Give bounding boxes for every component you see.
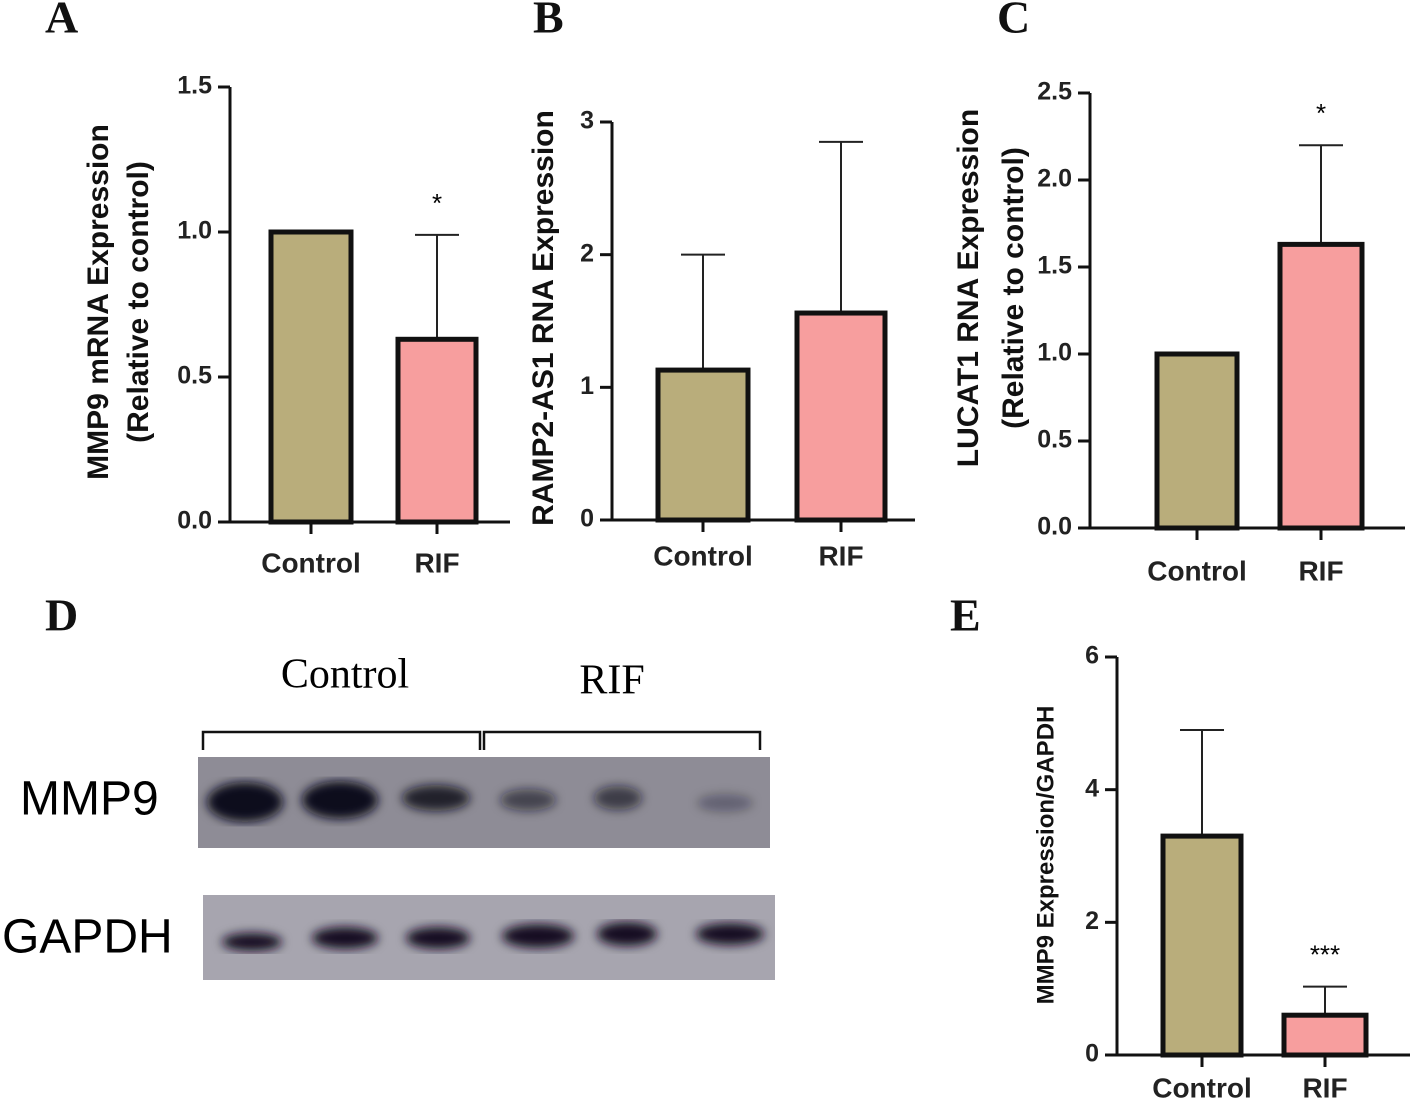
y-tick-label: 0.5 [177,362,212,390]
x-tick-label: Control [1152,1072,1252,1103]
bar [655,367,751,523]
bar [1154,351,1240,531]
y-axis-label: RAMP2-AS1 RNA Expression [527,110,560,526]
x-tick-label: RIF [1302,1072,1347,1103]
y-tick-label: 1.5 [1037,252,1072,280]
bracket [201,730,762,750]
y-tick-label: 1.0 [177,217,212,245]
y-tick-label: 1.0 [1037,339,1072,367]
panel-label: B [533,0,564,43]
bar [1160,833,1244,1058]
x-tick-label: RIF [414,547,459,578]
significance: * [432,188,442,218]
y-tick-label: 0.5 [1037,426,1072,454]
x-tick-label: RIF [1298,555,1343,586]
y-tick-label: 6 [1085,642,1099,670]
bar [794,310,888,523]
blot-mmp9 [198,757,770,848]
panel-label: E [950,590,981,641]
y-tick-label: 0 [1085,1040,1099,1068]
y-tick-label: 2.0 [1037,165,1072,193]
y-tick-label: 0 [580,505,594,533]
y-axis-label: (Relative to control) [997,147,1030,429]
error-bar [1299,144,1343,245]
row-label: GAPDH [2,911,173,964]
y-tick-label: 1 [580,372,594,400]
group-label: RIF [579,658,644,704]
error-bar [681,253,725,371]
y-tick-label: 1.5 [177,72,212,100]
blot-gapdh [203,895,775,980]
y-tick-label: 4 [1085,774,1099,802]
significance: *** [1310,940,1340,970]
panel-label: D [45,590,78,641]
y-tick-label: 2 [1085,907,1099,935]
row-label: MMP9 [20,773,159,826]
x-tick-label: RIF [818,540,863,571]
panel-label: C [997,0,1030,43]
panel-label: A [45,0,78,43]
x-tick-label: Control [261,547,361,578]
x-tick-label: Control [1147,555,1247,586]
y-tick-label: 0.0 [1037,513,1072,541]
y-tick-label: 2 [580,239,594,267]
bar [1277,241,1365,531]
y-axis-label: MMP9 Expression/GAPDH [1032,706,1059,1005]
error-bar [1303,985,1347,1016]
y-tick-label: 0.0 [177,507,212,535]
bar [1281,1012,1369,1058]
y-tick-label: 2.5 [1037,78,1072,106]
y-axis-label: MMP9 mRNA Expression [82,124,115,480]
group-label: Control [281,652,409,698]
x-tick-label: Control [653,540,753,571]
bar [395,336,479,525]
significance: * [1316,98,1326,128]
y-tick-label: 3 [580,107,594,135]
error-bar [415,233,459,340]
error-bar [1180,728,1224,837]
y-axis-label: (Relative to control) [122,161,155,443]
bar [268,229,354,525]
y-axis-label: LUCAT1 RNA Expression [952,109,985,467]
error-bar [819,140,863,314]
